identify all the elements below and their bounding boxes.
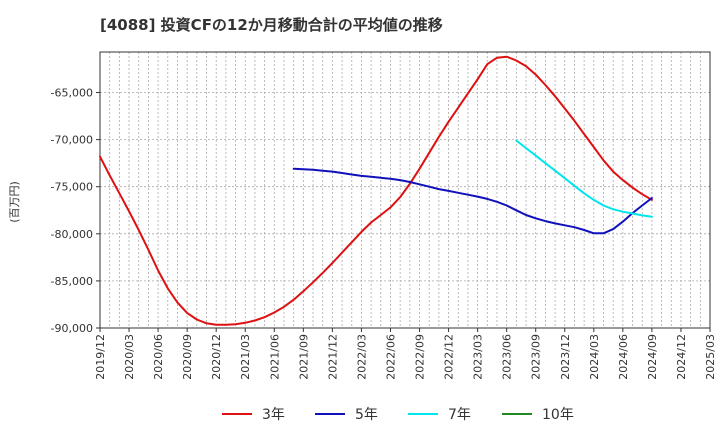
- x-tick-label: 2022/12: [443, 334, 456, 380]
- legend-label: 3年: [262, 407, 285, 423]
- chart-title: [4088] 投資CFの12か月移動合計の平均値の推移: [100, 16, 443, 34]
- legend-label: 5年: [355, 407, 378, 423]
- x-tick-label: 2024/12: [675, 334, 688, 380]
- x-tick-label: 2021/03: [239, 334, 252, 380]
- series-lines: [99, 55, 653, 326]
- y-axis-label: (百万円): [8, 181, 21, 223]
- series-line: [292, 167, 653, 235]
- y-tick-label: -65,000: [51, 87, 93, 100]
- x-tick-label: 2023/09: [530, 334, 543, 380]
- legend-label: 10年: [542, 407, 574, 423]
- x-axis: 2019/12 2020/03 2020/06 2020/09 2020/12 2021/…: [94, 328, 717, 380]
- y-tick-label: -90,000: [51, 322, 93, 335]
- y-tick-label: -75,000: [51, 181, 93, 194]
- legend-label: 7年: [448, 407, 471, 423]
- y-tick-label: -70,000: [51, 134, 93, 147]
- x-tick-label: 2024/06: [617, 334, 630, 380]
- x-tick-label: 2020/03: [123, 334, 136, 380]
- series-line: [99, 55, 653, 326]
- x-tick-label: 2019/12: [94, 334, 107, 380]
- series-line: [515, 139, 653, 218]
- x-tick-label: 2022/06: [384, 334, 397, 380]
- plot-area: [99, 51, 711, 329]
- x-tick-label: 2023/03: [472, 334, 485, 380]
- grid: [100, 52, 710, 329]
- y-tick-label: -80,000: [51, 228, 93, 241]
- x-tick-label: 2020/12: [210, 334, 223, 380]
- x-tick-label: 2024/03: [588, 334, 601, 380]
- x-tick-label: 2024/09: [646, 334, 659, 380]
- x-tick-label: 2021/09: [297, 334, 310, 380]
- x-tick-label: 2023/06: [501, 334, 514, 380]
- x-tick-label: 2020/06: [152, 334, 165, 380]
- x-tick-label: 2022/03: [355, 334, 368, 380]
- x-tick-label: 2025/03: [704, 334, 717, 380]
- y-axis: -65,000 -70,000 -75,000 -80,000 -85,000 -90,0…: [51, 87, 100, 335]
- x-tick-label: 2022/09: [414, 334, 427, 380]
- y-tick-label: -85,000: [51, 275, 93, 288]
- x-tick-label: 2021/06: [268, 334, 281, 380]
- x-tick-label: 2020/09: [181, 334, 194, 380]
- x-tick-label: 2021/12: [326, 334, 339, 380]
- legend: 3年 5年 7年 10年: [222, 407, 574, 423]
- x-tick-label: 2023/12: [559, 334, 572, 380]
